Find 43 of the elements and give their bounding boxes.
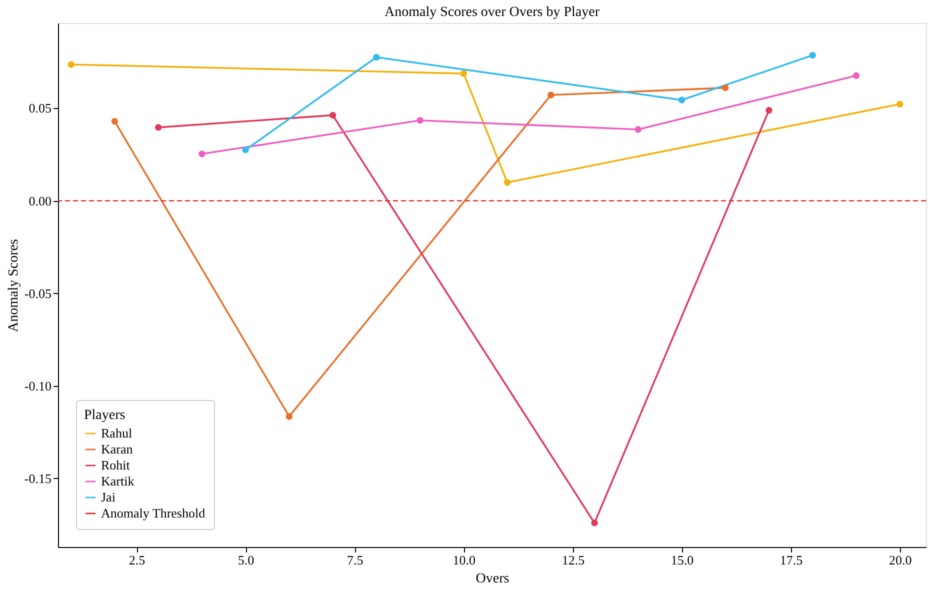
legend-label: Kartik	[101, 474, 135, 488]
point	[722, 84, 729, 92]
point	[111, 118, 118, 125]
point	[504, 179, 511, 186]
point	[242, 146, 249, 154]
point	[286, 413, 293, 420]
x-tick-label: 2.5	[128, 552, 146, 568]
point	[896, 100, 904, 108]
y-axis-title: Anomaly Scores	[6, 239, 22, 332]
legend-label: Rahul	[101, 426, 132, 440]
x-tick-label: 20.0	[888, 552, 912, 568]
point	[198, 150, 206, 158]
point	[634, 126, 642, 133]
x-tick-label: 10.0	[452, 552, 476, 568]
point	[548, 92, 554, 98]
x-tick-label: 7.5	[346, 552, 364, 568]
y-tick-label: 0.00	[28, 193, 52, 208]
point	[809, 52, 816, 59]
legend-title: Players	[84, 408, 126, 423]
y-tick-label: -0.15	[24, 470, 52, 486]
legend-label: Karan	[101, 442, 134, 456]
point	[416, 117, 424, 124]
point	[154, 124, 162, 131]
point	[68, 61, 74, 68]
y-tick-label: -0.10	[24, 378, 52, 394]
point	[460, 70, 467, 77]
y-tick-label: 0.05	[28, 100, 52, 116]
chart-title: Anomaly Scores over Overs by Player	[384, 5, 600, 20]
point	[766, 106, 772, 114]
legend-label: Rohit	[101, 458, 130, 472]
x-axis-title: Overs	[476, 572, 510, 586]
x-tick-label: 15.0	[670, 552, 694, 568]
x-tick-label: 5.0	[238, 552, 254, 568]
point	[373, 54, 380, 61]
point	[852, 72, 860, 79]
legend-label: Jai	[101, 490, 116, 504]
legend-label: Anomaly Threshold	[101, 506, 206, 520]
point	[591, 520, 598, 526]
point	[678, 96, 686, 104]
point	[329, 112, 336, 119]
y-tick-label: -0.05	[24, 286, 52, 301]
x-tick-label: 17.5	[780, 552, 803, 568]
x-tick-label: 12.5	[562, 552, 585, 568]
